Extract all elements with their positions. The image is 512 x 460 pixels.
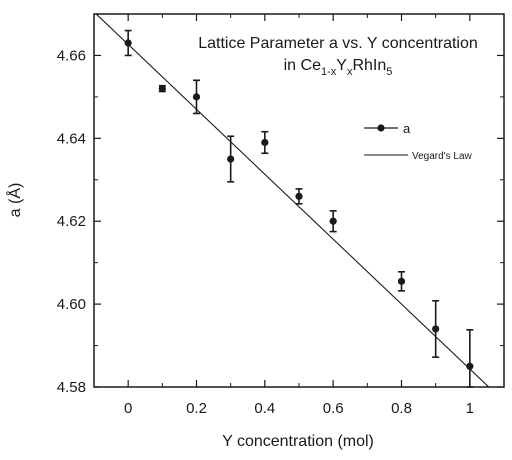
x-tick-label: 1: [466, 400, 474, 417]
title2-sub3: 5: [386, 66, 392, 78]
title2-pre: in Ce: [284, 57, 321, 74]
data-point-group: [227, 135, 235, 183]
x-axis-label: Y concentration (mol): [222, 433, 374, 450]
data-point: [397, 277, 406, 285]
title2-mid2: RhIn: [352, 57, 386, 74]
data-point-group: [295, 188, 303, 205]
legend-a-label: a: [403, 121, 411, 136]
y-tick-label: 4.66: [57, 47, 86, 64]
data-point: [295, 192, 303, 200]
x-tick-label: 0.6: [323, 400, 344, 417]
data-point-group: [124, 29, 132, 57]
data-point: [432, 325, 440, 333]
legend-a-marker: [377, 124, 385, 132]
title2-sub1: 1-x: [321, 66, 337, 78]
data-point-group: [261, 130, 269, 155]
legend-vegard-label: Vegard's Law: [412, 151, 473, 162]
data-point-group: [466, 329, 474, 388]
x-tick-label: 0.2: [186, 400, 207, 417]
data-point: [329, 217, 337, 225]
chart-title-line1: Lattice Parameter a vs. Y concentration: [198, 35, 478, 52]
data-point-group: [397, 270, 406, 292]
x-tick-label: 0.4: [254, 400, 275, 417]
y-tick-label: 4.64: [57, 130, 86, 147]
data-point: [227, 155, 235, 163]
y-tick-label: 4.58: [57, 379, 86, 396]
data-point: [124, 39, 132, 47]
legend: a Vegard's Law: [364, 121, 473, 162]
data-point: [158, 85, 166, 93]
x-tick-labels: 0 0.2 0.4 0.6 0.8 1: [124, 400, 474, 417]
data-point-group: [329, 210, 337, 233]
title2-sub2: x: [347, 66, 353, 78]
chart-title-line2: in Ce1-xYxRhIn5: [284, 57, 393, 78]
data-point: [192, 93, 201, 101]
x-tick-label: 0.8: [391, 400, 412, 417]
data-point: [261, 138, 269, 147]
y-tick-label: 4.62: [57, 213, 86, 230]
data-point: [466, 362, 474, 370]
y-tick-labels: 4.58 4.60 4.62 4.64 4.66: [57, 47, 86, 396]
title2-mid1: Y: [336, 57, 347, 74]
ticks: [93, 13, 505, 388]
x-tick-label: 0: [124, 400, 132, 417]
data-point-group: [192, 79, 201, 115]
data-point-group: [158, 84, 166, 93]
data-point-group: [432, 299, 440, 358]
y-tick-label: 4.60: [57, 296, 86, 313]
data-points-layer: [124, 29, 474, 388]
y-axis-label: a (Å): [5, 183, 24, 218]
